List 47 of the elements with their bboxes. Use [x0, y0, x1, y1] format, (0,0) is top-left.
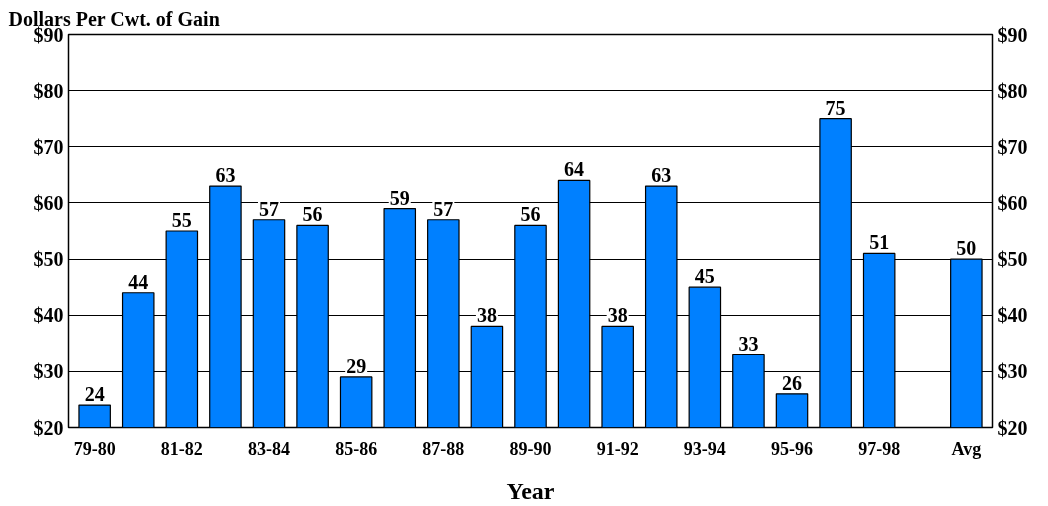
x-tick-label: 93-94 [683, 438, 726, 459]
y2-tick-label: $70 [997, 135, 1028, 158]
data-label: 56 [520, 203, 541, 226]
data-label: 57 [258, 197, 279, 220]
data-label: 50 [956, 237, 977, 260]
y2-tick-label: $50 [997, 248, 1028, 271]
data-label: 57 [433, 197, 454, 220]
y2-tick-label: $80 [997, 79, 1028, 102]
y-tick-label: $80 [33, 79, 64, 102]
data-label: 26 [782, 371, 803, 394]
y-tick-label: $50 [33, 248, 64, 271]
x-tick-label: 87-88 [422, 438, 465, 459]
y-tick-label: $60 [33, 191, 64, 214]
data-label: 38 [476, 304, 497, 327]
x-tick-label: 83-84 [247, 438, 290, 459]
y2-tick-label: $20 [997, 416, 1028, 439]
data-label: 38 [607, 304, 628, 327]
y-tick-label: $20 [33, 416, 64, 439]
data-label: 75 [825, 96, 846, 119]
x-axis-title: Year [506, 477, 555, 504]
y-tick-label: $40 [33, 304, 64, 327]
x-tick-label: 81-82 [160, 438, 203, 459]
x-tick-label: 85-86 [335, 438, 378, 459]
x-tick-label: 89-90 [509, 438, 552, 459]
x-tick-label: 91-92 [596, 438, 639, 459]
data-label: 44 [128, 270, 149, 293]
data-label: 56 [302, 203, 323, 226]
x-tick-label: 79-80 [73, 438, 116, 459]
x-tick-label: 97-98 [858, 438, 901, 459]
data-label: 51 [869, 231, 890, 254]
y-tick-label: $70 [33, 135, 64, 158]
data-label: 63 [215, 164, 236, 187]
data-label: 24 [84, 383, 105, 406]
data-label: 33 [738, 332, 759, 355]
data-label: 63 [651, 164, 672, 187]
x-tick-label: 95-96 [771, 438, 814, 459]
data-label: 29 [346, 354, 367, 377]
y2-tick-label: $30 [997, 360, 1028, 383]
y-tick-label: $30 [33, 360, 64, 383]
data-label: 64 [564, 158, 585, 181]
data-label: 55 [171, 209, 192, 231]
x-tick-label: Avg [951, 438, 982, 459]
data-label: 45 [694, 265, 715, 288]
y2-tick-label: $90 [997, 23, 1028, 46]
y2-tick-label: $60 [997, 191, 1028, 214]
y2-tick-label: $40 [997, 304, 1028, 327]
data-label: 59 [389, 186, 410, 209]
